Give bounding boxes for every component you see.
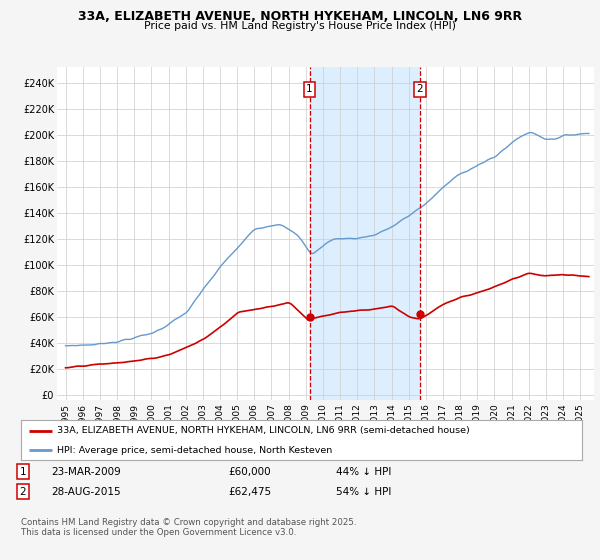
Text: 23-MAR-2009: 23-MAR-2009 bbox=[51, 466, 121, 477]
Text: £60,000: £60,000 bbox=[228, 466, 271, 477]
Text: 33A, ELIZABETH AVENUE, NORTH HYKEHAM, LINCOLN, LN6 9RR: 33A, ELIZABETH AVENUE, NORTH HYKEHAM, LI… bbox=[78, 10, 522, 23]
Text: HPI: Average price, semi-detached house, North Kesteven: HPI: Average price, semi-detached house,… bbox=[58, 446, 333, 455]
Text: 44% ↓ HPI: 44% ↓ HPI bbox=[336, 466, 391, 477]
Text: 1: 1 bbox=[19, 466, 26, 477]
Text: 33A, ELIZABETH AVENUE, NORTH HYKEHAM, LINCOLN, LN6 9RR (semi-detached house): 33A, ELIZABETH AVENUE, NORTH HYKEHAM, LI… bbox=[58, 426, 470, 435]
Text: 54% ↓ HPI: 54% ↓ HPI bbox=[336, 487, 391, 497]
Text: 2: 2 bbox=[19, 487, 26, 497]
Text: £62,475: £62,475 bbox=[228, 487, 271, 497]
Text: Price paid vs. HM Land Registry's House Price Index (HPI): Price paid vs. HM Land Registry's House … bbox=[144, 21, 456, 31]
Bar bbox=[310, 67, 420, 400]
Text: 1: 1 bbox=[306, 85, 313, 94]
Text: 2: 2 bbox=[416, 85, 423, 94]
Text: Contains HM Land Registry data © Crown copyright and database right 2025.
This d: Contains HM Land Registry data © Crown c… bbox=[21, 518, 356, 538]
Text: 28-AUG-2015: 28-AUG-2015 bbox=[51, 487, 121, 497]
